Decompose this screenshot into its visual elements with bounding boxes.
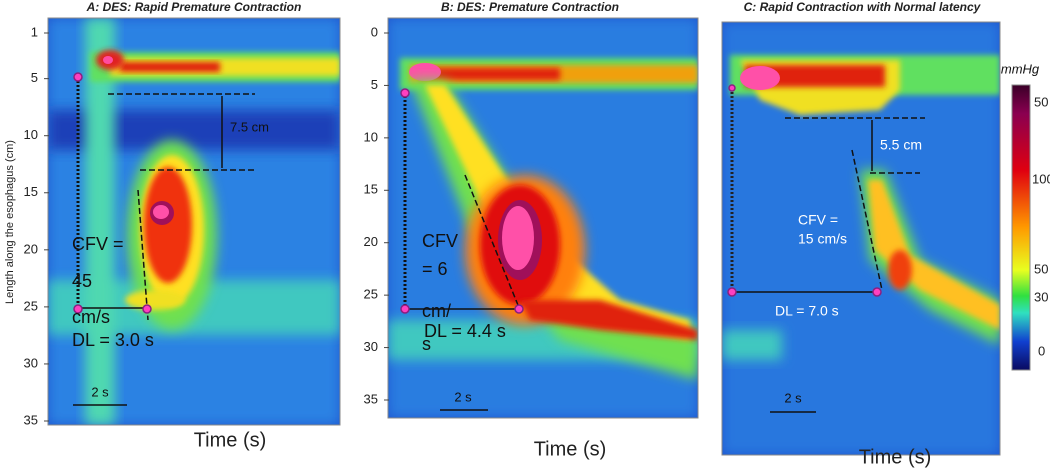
cfv-label: cm/s <box>72 307 110 327</box>
y-tick-label: 1 <box>31 24 38 39</box>
dl-label: DL = 4.4 s <box>424 321 506 341</box>
panel-title: C: Rapid Contraction with Normal latency <box>744 0 982 14</box>
heatmap-a <box>48 18 340 425</box>
y-tick-label: 15 <box>364 182 378 197</box>
colorbar-tick: 50 <box>1034 261 1048 276</box>
colorbar-tick: 100 <box>1032 171 1050 186</box>
distance-label: 5.5 cm <box>880 137 922 153</box>
colorbar-unit: mmHg <box>1001 61 1040 76</box>
cfv-label: CFV = <box>72 234 124 254</box>
x-axis-label: Time (s) <box>859 446 932 468</box>
cfv-label: CFV <box>422 231 458 251</box>
colorbar-tick: 0 <box>1038 343 1045 358</box>
y-tick-label: 5 <box>371 77 378 92</box>
plot-frame <box>721 21 1001 456</box>
y-tick-label: 20 <box>24 241 38 256</box>
y-tick-label: 20 <box>364 234 378 249</box>
y-tick-label: 10 <box>364 129 378 144</box>
distance-label: 7.5 cm <box>230 119 269 134</box>
y-tick-label: 30 <box>24 355 38 370</box>
y-tick-label: 30 <box>364 339 378 354</box>
panel-title: A: DES: Rapid Premature Contraction <box>86 0 302 14</box>
x-axis-label: Time (s) <box>534 438 607 460</box>
colorbar-tick: 50 <box>1034 94 1048 109</box>
colorbar <box>1011 84 1031 371</box>
cfv-label: cm/ <box>422 301 451 321</box>
y-tick-label: 15 <box>24 184 38 199</box>
y-tick-label: 25 <box>364 287 378 302</box>
y-tick-label: 10 <box>24 127 38 142</box>
cfv-label: s <box>422 334 431 354</box>
y-tick-label: 5 <box>31 70 38 85</box>
markers <box>73 72 882 314</box>
y-tick-label: 25 <box>24 298 38 313</box>
cfv-label: 15 cm/s <box>798 231 847 247</box>
y-tick-label: 0 <box>371 24 378 39</box>
heatmap-b <box>388 18 698 418</box>
scale-label: 2 s <box>784 390 802 405</box>
x-axis-label: Time (s) <box>194 429 267 451</box>
colorbar-tick: 30 <box>1034 289 1048 304</box>
plot-frame <box>47 17 341 426</box>
cfv-label: CFV = <box>798 212 838 228</box>
dl-label: DL = 3.0 s <box>72 330 154 350</box>
cfv-label: = 6 <box>422 259 448 279</box>
plot-frame <box>387 17 699 419</box>
panel-title: B: DES: Premature Contraction <box>441 0 619 14</box>
cfv-label: 45 <box>72 271 92 291</box>
heatmap-c <box>722 22 1000 455</box>
dl-label: DL = 7.0 s <box>775 303 839 319</box>
y-tick-label: 35 <box>24 412 38 427</box>
scale-label: 2 s <box>454 389 472 404</box>
annotations <box>73 77 925 413</box>
y-axis-label: Length along the esophagus (cm) <box>4 140 16 304</box>
y-tick-label: 35 <box>364 391 378 406</box>
scale-label: 2 s <box>91 384 109 399</box>
